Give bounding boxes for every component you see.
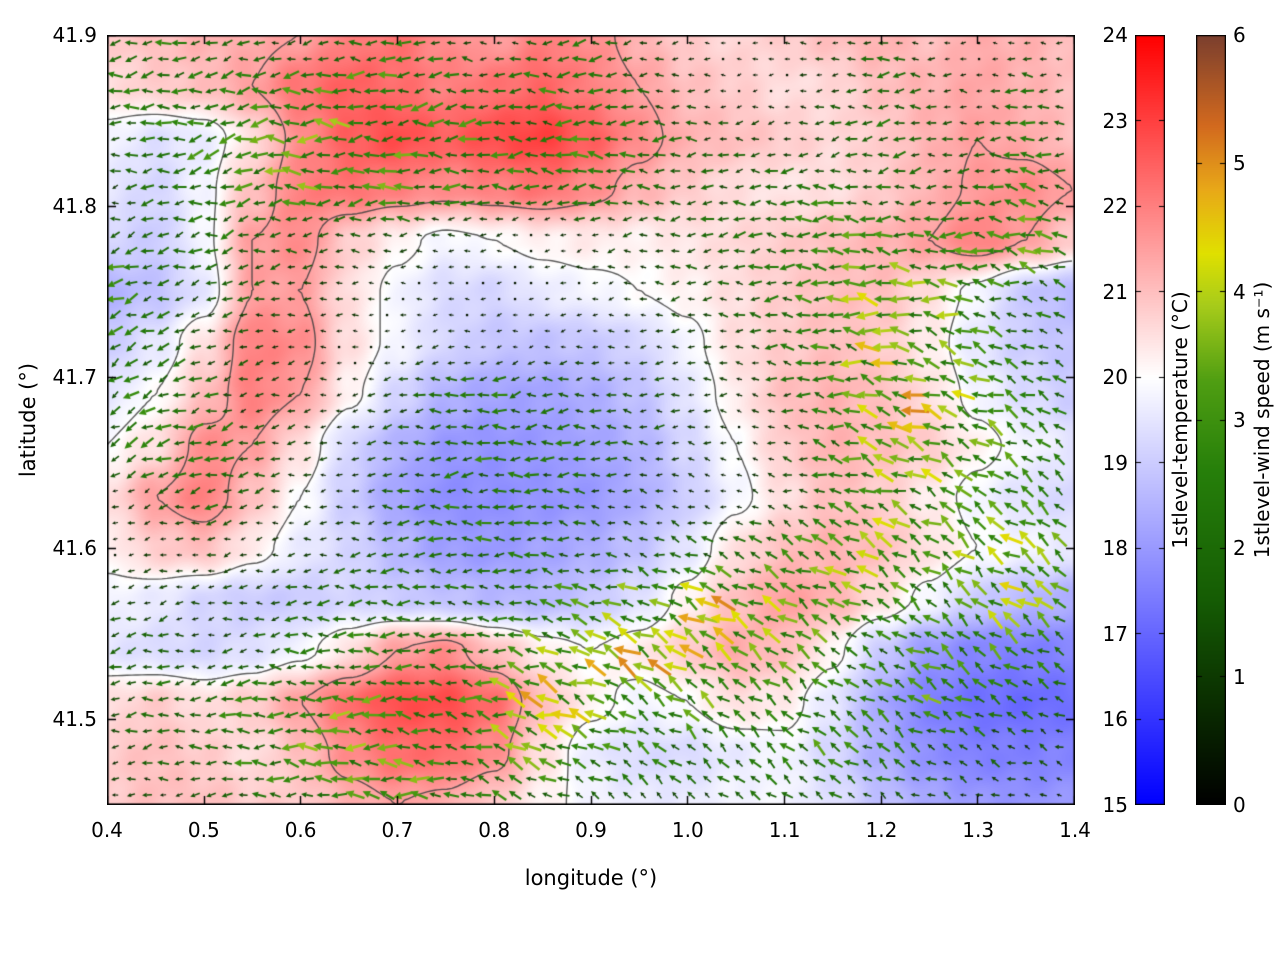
temperature-tick-label: 24: [1102, 23, 1128, 47]
wind-colorbar: [1196, 35, 1226, 805]
x-tick-label: 0.9: [575, 818, 607, 842]
temperature-tick-label: 16: [1102, 707, 1128, 732]
temperature-tick-label: 18: [1102, 536, 1128, 561]
x-tick-label: 1.2: [865, 818, 898, 842]
x-tick-label: 0.4: [91, 818, 123, 842]
temperature-tick-label: 21: [1102, 279, 1128, 304]
x-tick-label: 1.0: [671, 818, 704, 842]
map-plot-canvas: [107, 35, 1075, 805]
temperature-colorbar: [1135, 35, 1165, 805]
y-tick-label: 41.9: [52, 23, 97, 47]
y-tick-label: 41.8: [52, 194, 97, 219]
x-tick-label: 0.5: [187, 818, 220, 842]
x-tick-label: 0.6: [284, 818, 317, 842]
x-tick-label: 1.4: [1059, 818, 1091, 842]
temperature-tick-label: 15: [1102, 793, 1128, 817]
temperature-tick-label: 23: [1102, 108, 1128, 133]
wind-tick-label: 4: [1233, 279, 1246, 304]
temperature-tick-label: 22: [1102, 194, 1128, 219]
y-tick-label: 41.5: [52, 707, 97, 732]
x-tick-label: 1.1: [768, 818, 801, 842]
wind-tick-label: 1: [1233, 664, 1246, 689]
x-axis-label: longitude (°): [524, 866, 658, 890]
wind-tick-label: 6: [1233, 23, 1246, 47]
wind-tick-label: 2: [1233, 536, 1246, 561]
y-tick-label: 41.6: [52, 536, 97, 561]
wind-tick-label: 0: [1233, 793, 1246, 817]
temperature-colorbar-label: 1stlevel-temperature (°C): [1168, 291, 1192, 549]
temperature-tick-label: 17: [1102, 621, 1128, 646]
temperature-tick-label: 19: [1102, 450, 1128, 475]
wind-tick-label: 5: [1233, 151, 1246, 176]
wind-tick-label: 3: [1233, 408, 1246, 432]
x-tick-label: 1.3: [962, 818, 995, 842]
x-tick-label: 0.7: [381, 818, 414, 842]
x-tick-label: 0.8: [478, 818, 511, 842]
temperature-tick-label: 20: [1102, 365, 1128, 390]
y-tick-label: 41.7: [52, 365, 97, 390]
